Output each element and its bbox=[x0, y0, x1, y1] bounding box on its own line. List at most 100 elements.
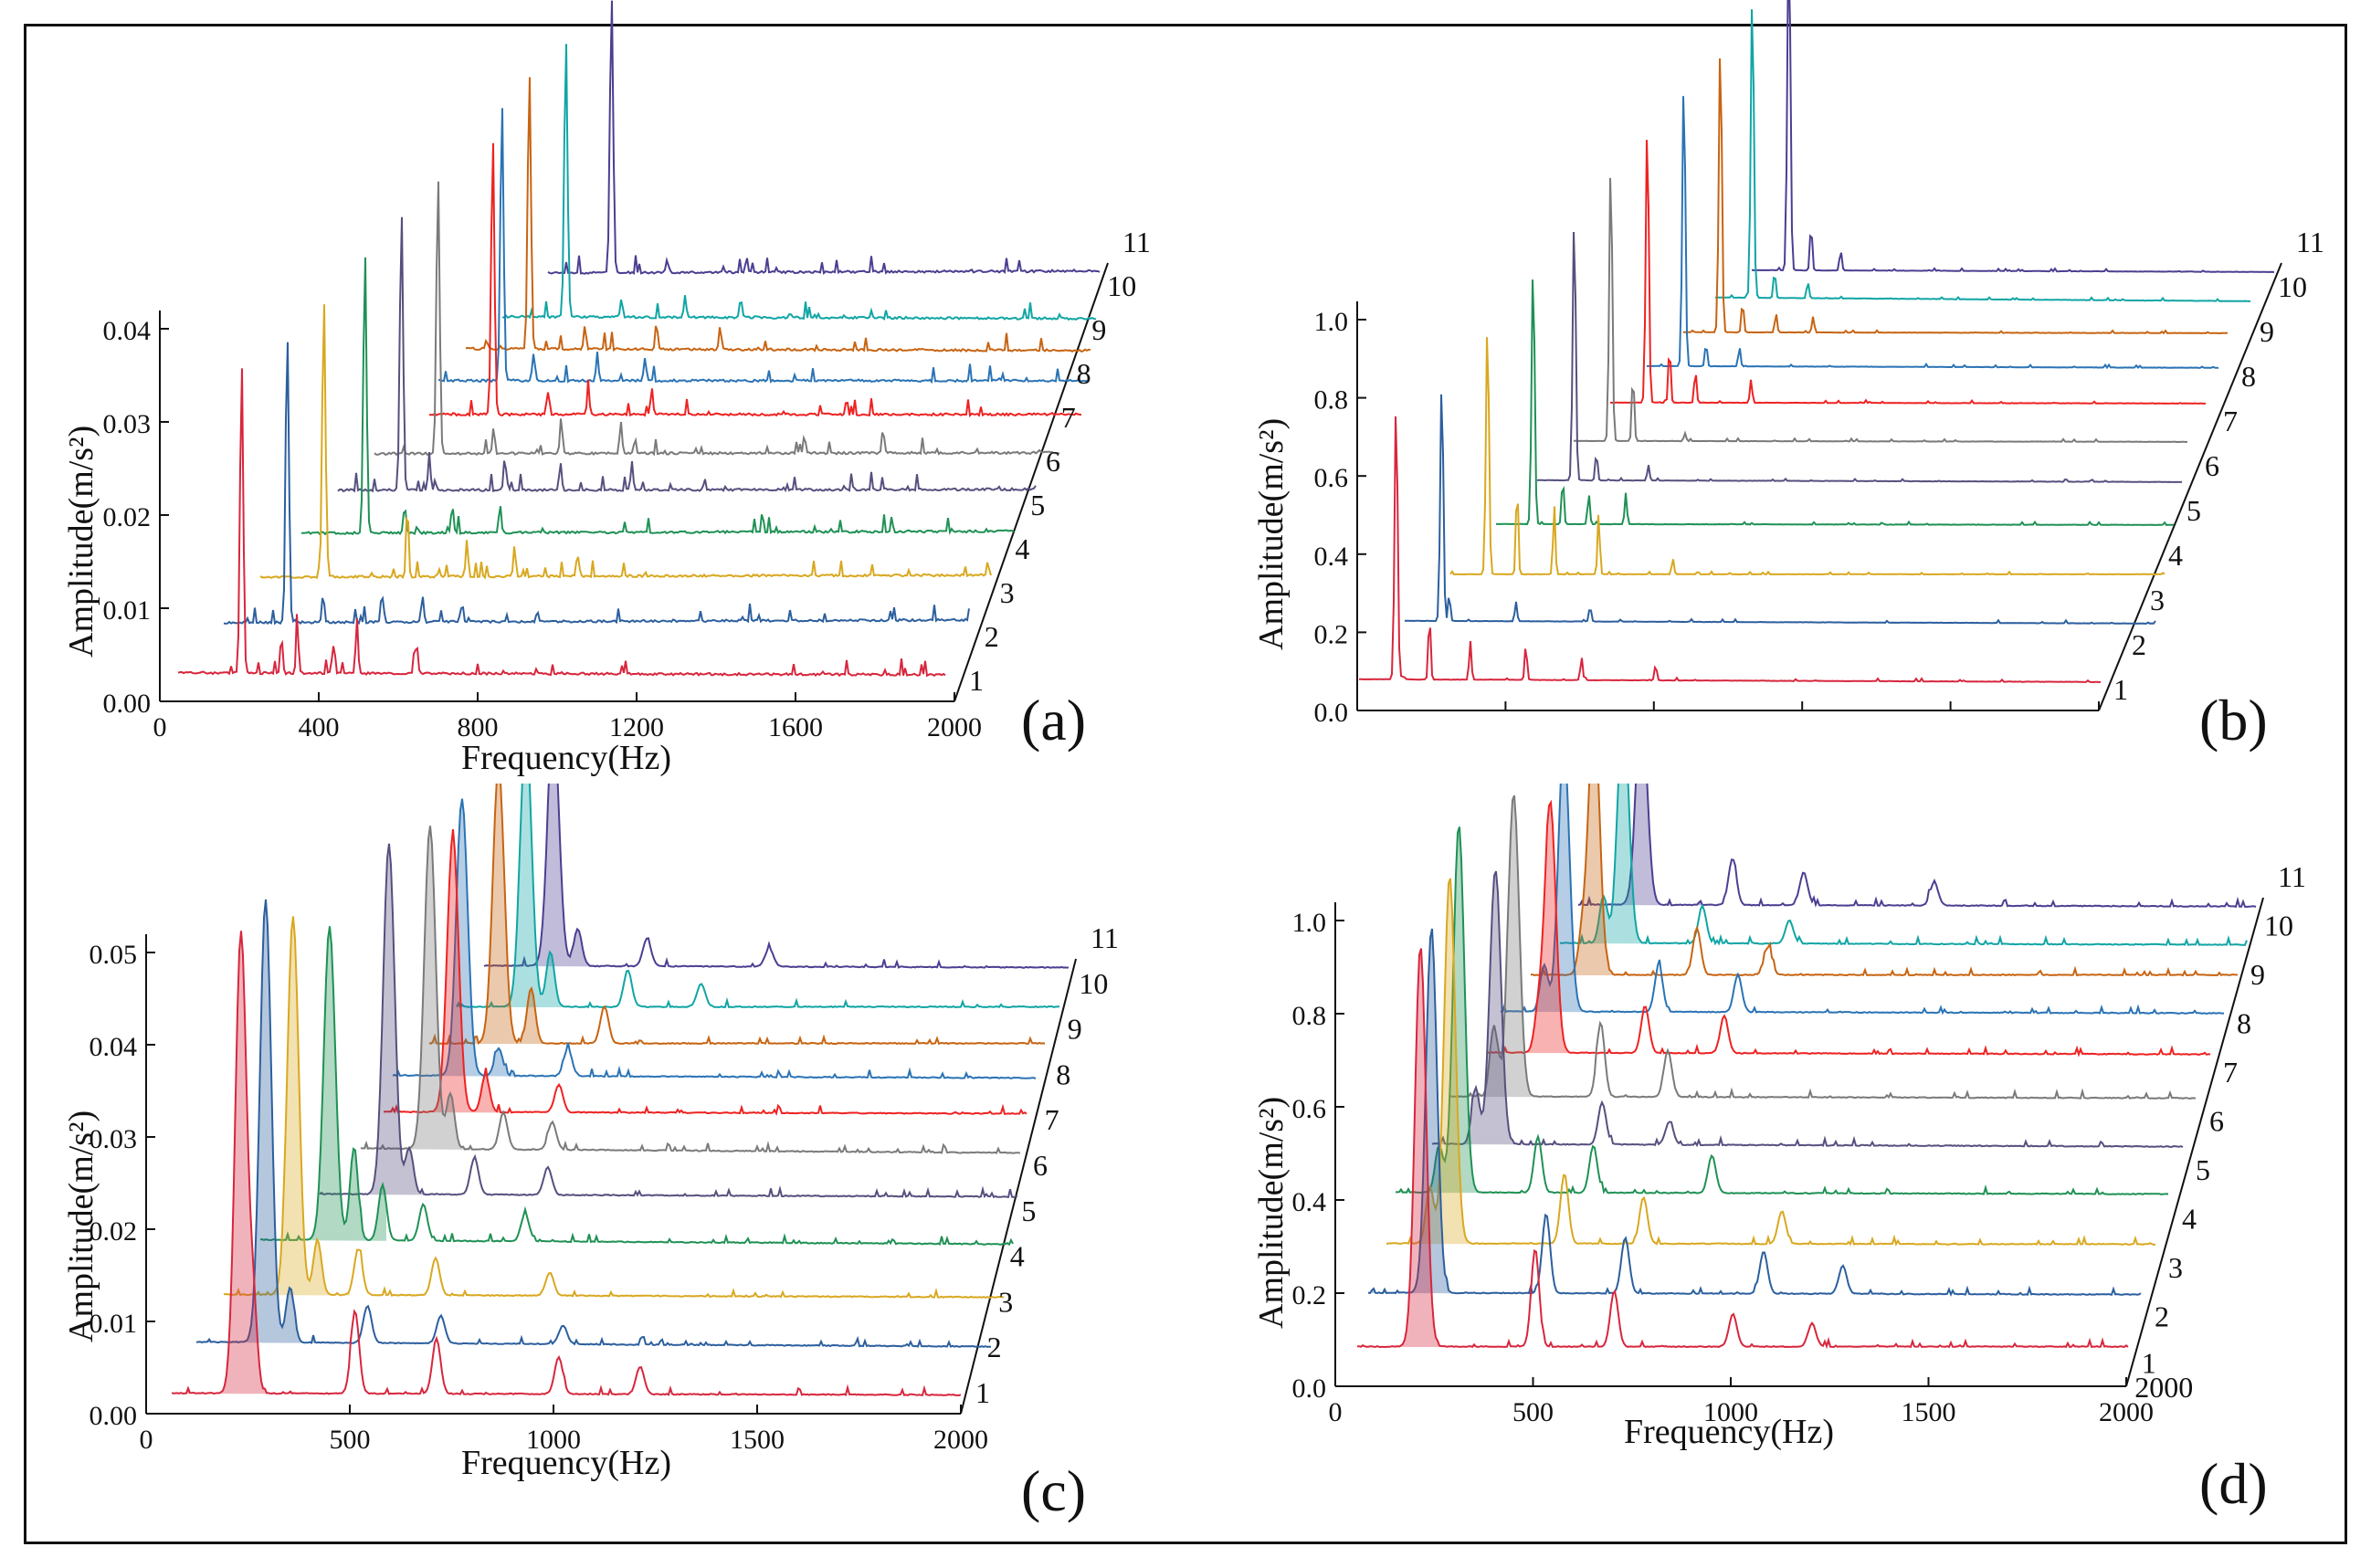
x-tick-label: 400 bbox=[299, 712, 340, 742]
series-label-10: 10 bbox=[1079, 967, 1108, 1000]
x-tick-label: 1500 bbox=[730, 1425, 785, 1455]
series-line-4 bbox=[259, 926, 1014, 1247]
series-label-4: 4 bbox=[1015, 532, 1029, 565]
series-line-11 bbox=[547, 0, 1101, 276]
y-tick-label: 0.2 bbox=[1292, 1280, 1327, 1310]
series-line-1 bbox=[177, 368, 946, 678]
series-label-9: 9 bbox=[1068, 1013, 1082, 1046]
series-fill-9 bbox=[1531, 784, 1657, 975]
series-fill-10 bbox=[1560, 784, 1686, 944]
series-fill-5 bbox=[1432, 871, 1558, 1145]
panel-b: 0.0 0.2 0.4 0.6 0.8 1.0 1 2 3 4 5 6 7 8 9 10 11 Amplitud… bbox=[1186, 0, 2371, 784]
series-fill-6 bbox=[1450, 795, 1576, 1098]
x-tick-label: 1500 bbox=[1902, 1397, 1956, 1427]
series-label-1: 1 bbox=[969, 664, 984, 697]
series-line-11 bbox=[1577, 784, 2257, 909]
series-label-1: 1 bbox=[975, 1376, 990, 1409]
series-fill-10 bbox=[457, 784, 583, 1007]
x-tick-label: 2000 bbox=[2099, 1397, 2154, 1427]
x-tick-label: 0 bbox=[1329, 1397, 1343, 1427]
y-tick-label: 0.6 bbox=[1314, 463, 1349, 493]
y-tick-label: 0.6 bbox=[1292, 1094, 1327, 1124]
figure-frame bbox=[24, 24, 2347, 1544]
series-label-2: 2 bbox=[2155, 1300, 2169, 1333]
y-tick-label: 0.4 bbox=[1314, 542, 1349, 572]
series-line-5 bbox=[319, 843, 1018, 1199]
x-tick-label: 0 bbox=[153, 712, 167, 742]
series-line-3 bbox=[1386, 878, 2156, 1247]
series-line-7 bbox=[428, 142, 1082, 418]
series-label-7: 7 bbox=[2223, 1056, 2238, 1089]
series-line-3 bbox=[223, 916, 1005, 1299]
x-tick-label: 800 bbox=[458, 712, 499, 742]
y-tick-label: 0.05 bbox=[90, 940, 138, 970]
series-line-8 bbox=[1500, 784, 2225, 1016]
series-line-9 bbox=[1682, 58, 2229, 335]
x-tick-label: 1200 bbox=[609, 712, 664, 742]
series-label-6: 6 bbox=[1046, 445, 1060, 478]
panel-c: 0.00 0.01 0.02 0.03 0.04 0.05 0 500 1000 1500 2000… bbox=[0, 784, 1186, 1567]
series-line-2 bbox=[223, 342, 970, 626]
series-label-10: 10 bbox=[1107, 269, 1136, 302]
series-line-6 bbox=[374, 181, 1060, 457]
series-line-1 bbox=[1359, 416, 2102, 684]
depth-axis-line bbox=[2098, 262, 2282, 711]
y-tick-label: 0.01 bbox=[103, 595, 152, 626]
y-tick-label: 0.4 bbox=[1292, 1187, 1327, 1217]
x-tick-label: 500 bbox=[1512, 1397, 1554, 1427]
panel-c-y-axis-label: Amplitude(m/s²) bbox=[62, 1110, 100, 1342]
series-label-5: 5 bbox=[2187, 494, 2201, 527]
series-label-3: 3 bbox=[998, 1285, 1013, 1318]
series-line-1 bbox=[171, 931, 962, 1397]
x-tick-label: 2000 bbox=[927, 712, 982, 742]
panel-c-letter: (c) bbox=[1021, 1458, 1087, 1523]
series-fill-11 bbox=[484, 784, 610, 967]
series-label-2: 2 bbox=[987, 1331, 1002, 1363]
panel-a: 0.00 0.01 0.02 0.03 0.04 0 400 800 1200 1600 2000 1… bbox=[0, 0, 1186, 784]
series-line-9 bbox=[465, 77, 1091, 353]
series-line-9 bbox=[428, 784, 1046, 1046]
panel-a-letter: (a) bbox=[1021, 688, 1087, 752]
series-label-4: 4 bbox=[2168, 539, 2183, 572]
y-tick-label: 0.8 bbox=[1314, 385, 1349, 416]
panel-a-y-axis-label: Amplitude(m/s²) bbox=[62, 425, 100, 658]
x-tick-label: 2000 bbox=[933, 1425, 988, 1455]
series-label-5: 5 bbox=[1030, 489, 1045, 521]
depth-axis-line bbox=[960, 958, 1077, 1415]
series-line-10 bbox=[456, 784, 1060, 1009]
depth-axis-line bbox=[2125, 897, 2264, 1387]
series-line-9 bbox=[1530, 784, 2239, 977]
series-line-4 bbox=[300, 257, 1015, 536]
series-label-6: 6 bbox=[2209, 1105, 2224, 1138]
series-line-2 bbox=[195, 899, 992, 1348]
series-label-3: 3 bbox=[2150, 584, 2165, 616]
y-tick-label: 0.00 bbox=[90, 1401, 138, 1431]
series-fill-1 bbox=[1357, 948, 1483, 1347]
series-label-7: 7 bbox=[2223, 405, 2238, 437]
series-line-7 bbox=[1609, 140, 2207, 405]
series-label-9: 9 bbox=[2250, 958, 2265, 991]
panel-c-x-axis-label: Frequency(Hz) bbox=[461, 1444, 672, 1482]
series-label-2: 2 bbox=[2132, 628, 2146, 661]
series-line-10 bbox=[1559, 784, 2248, 946]
panel-a-x-axis-label: Frequency(Hz) bbox=[461, 739, 672, 777]
x-tick-label: 1000 bbox=[526, 1425, 581, 1455]
y-tick-label: 0.00 bbox=[103, 689, 152, 719]
series-line-10 bbox=[501, 44, 1097, 321]
series-line-4 bbox=[1396, 826, 2169, 1195]
series-line-8 bbox=[437, 108, 1088, 384]
series-line-6 bbox=[1449, 795, 2197, 1100]
series-label-9: 9 bbox=[1091, 313, 1106, 346]
panel-c-plot: 0.00 0.01 0.02 0.03 0.04 0.05 0 500 1000 1500 2000… bbox=[90, 784, 1119, 1455]
series-line-6 bbox=[1574, 177, 2188, 444]
depth-axis-line bbox=[954, 262, 1109, 702]
x-tick-label: 1600 bbox=[768, 712, 823, 742]
series-label-10: 10 bbox=[2278, 270, 2307, 303]
series-line-5 bbox=[337, 216, 1037, 493]
series-line-4 bbox=[1495, 279, 2175, 526]
series-label-2: 2 bbox=[985, 620, 999, 653]
series-label-6: 6 bbox=[1033, 1149, 1048, 1182]
panel-b-y-axis-label: Amplitude(m/s²) bbox=[1252, 417, 1291, 650]
series-label-4: 4 bbox=[1010, 1240, 1025, 1273]
series-label-5: 5 bbox=[1021, 1194, 1036, 1227]
